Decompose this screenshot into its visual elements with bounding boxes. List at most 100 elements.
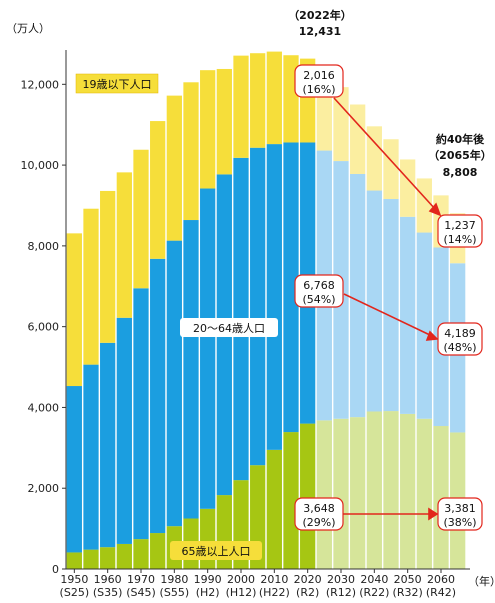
x-tick-era: (S35) (93, 586, 123, 599)
callout-old-2022-pct: (29%) (302, 516, 335, 529)
bar-young-2005 (250, 53, 266, 148)
callout-working-2065: 4,189 (48%) (437, 322, 483, 356)
callout-working-2022-value: 6,768 (303, 279, 335, 292)
y-unit-label: （万人） (6, 22, 50, 35)
bar-old-2060 (433, 426, 449, 569)
bar-old-2015 (283, 432, 299, 569)
bar-working-2015 (283, 142, 299, 433)
callout-old-2065-value: 3,381 (444, 502, 476, 515)
bars (66, 51, 466, 569)
bar-working-2055 (416, 232, 432, 419)
y-tick-label: 2,000 (28, 482, 60, 495)
legend-young: 19歳以下人口 (75, 73, 159, 94)
y-tick-label: 8,000 (28, 240, 60, 253)
bar-working-2035 (350, 173, 366, 418)
arrow-young-head (428, 202, 442, 217)
legend-working-label: 20～64歳人口 (193, 322, 265, 335)
bar-working-1960 (100, 342, 116, 548)
bar-young-2035 (350, 104, 366, 174)
x-unit-label: （年） (468, 574, 495, 588)
x-tick-era: (R42) (426, 586, 456, 599)
bar-young-2000 (233, 55, 249, 158)
x-tick-year: 2000 (227, 573, 255, 586)
x-tick-era: (H12) (226, 586, 257, 599)
x-tick-year: 1950 (60, 573, 88, 586)
x-tick-era: (R32) (393, 586, 423, 599)
legend-old-label: 65歳以上人口 (182, 545, 251, 558)
projection-title-1: 約40年後 (436, 132, 485, 146)
arrow-old-head (428, 507, 439, 521)
bar-working-1975 (150, 258, 166, 534)
x-tick-era: (R22) (359, 586, 389, 599)
y-tick-label: 0 (52, 563, 59, 576)
bar-working-1955 (83, 364, 99, 550)
bar-young-1995 (216, 68, 232, 175)
bar-working-1980 (166, 240, 182, 527)
bar-old-1970 (133, 539, 149, 569)
callout-working-2065-pct: (48%) (443, 341, 476, 354)
bar-old-1960 (100, 547, 116, 569)
x-tick-year: 2030 (327, 573, 355, 586)
bar-old-1975 (150, 533, 166, 569)
legend-working: 20～64歳人口 (180, 318, 278, 337)
bar-old-2040 (366, 411, 382, 569)
bar-young-1990 (200, 70, 216, 189)
bar-working-1990 (200, 188, 216, 509)
callout-working-2022: 6,768 (54%) (294, 274, 344, 308)
y-tick-label: 6,000 (28, 321, 60, 334)
projection-value: 8,808 (443, 166, 478, 179)
callout-old-2065-pct: (38%) (443, 516, 476, 529)
x-tick-year: 1980 (160, 573, 188, 586)
x-tick-era: (R12) (326, 586, 356, 599)
x-tick-era: (S25) (60, 586, 90, 599)
bar-working-2040 (366, 190, 382, 412)
y-tick-label: 4,000 (28, 401, 60, 414)
bar-old-2010 (266, 449, 282, 569)
x-tick-year: 1990 (194, 573, 222, 586)
bar-old-2020 (300, 423, 316, 569)
x-tick-year: 2050 (394, 573, 422, 586)
bar-working-2050 (400, 216, 416, 414)
y-axis-ticks: 0 2,000 4,000 6,000 8,000 10,000 12,000 (21, 78, 66, 576)
bar-young-1950 (66, 233, 82, 387)
arrow-working (343, 293, 433, 337)
bar-young-2030 (333, 87, 349, 162)
arrow-working-head (425, 330, 439, 341)
bar-young-2050 (400, 159, 416, 217)
callout-old-2022-value: 3,648 (303, 502, 335, 515)
x-tick-year: 1960 (94, 573, 122, 586)
x-tick-year: 2020 (294, 573, 322, 586)
callout-young-2022-value: 2,016 (303, 69, 335, 82)
axes (65, 50, 470, 570)
legend-young-label: 19歳以下人口 (83, 78, 152, 91)
y-tick-label: 12,000 (21, 78, 60, 91)
callout-young-2065-value: 1,237 (444, 219, 476, 232)
bar-working-2010 (266, 144, 282, 450)
callout-working-2022-pct: (54%) (302, 293, 335, 306)
bar-young-2045 (383, 139, 399, 200)
bar-young-1980 (166, 95, 182, 241)
bar-old-2045 (383, 411, 399, 569)
bar-young-1985 (183, 82, 199, 221)
callout-young-2022: 2,016 (16%) (294, 64, 344, 98)
bar-young-2040 (366, 126, 382, 191)
x-tick-era: (H2) (196, 586, 220, 599)
bar-young-2055 (416, 178, 432, 233)
y-tick-label: 10,000 (21, 159, 60, 172)
bar-working-2045 (383, 199, 399, 412)
legend-old: 65歳以上人口 (170, 541, 262, 560)
bar-old-2055 (416, 418, 432, 569)
bar-young-1965 (116, 172, 132, 318)
x-tick-era: (S45) (126, 586, 156, 599)
callout-young-2065-pct: (14%) (443, 233, 476, 246)
bar-working-1985 (183, 220, 199, 519)
bar-young-1975 (150, 121, 166, 259)
peak-year-label: （2022年） (288, 8, 352, 22)
arrow-young (333, 97, 437, 211)
callout-working-2065-value: 4,189 (444, 327, 476, 340)
projection-title-2: （2065年） (428, 148, 492, 162)
x-tick-era: (R2) (296, 586, 319, 599)
callout-old-2065: 3,381 (38%) (437, 497, 483, 531)
bar-old-2030 (333, 418, 349, 569)
